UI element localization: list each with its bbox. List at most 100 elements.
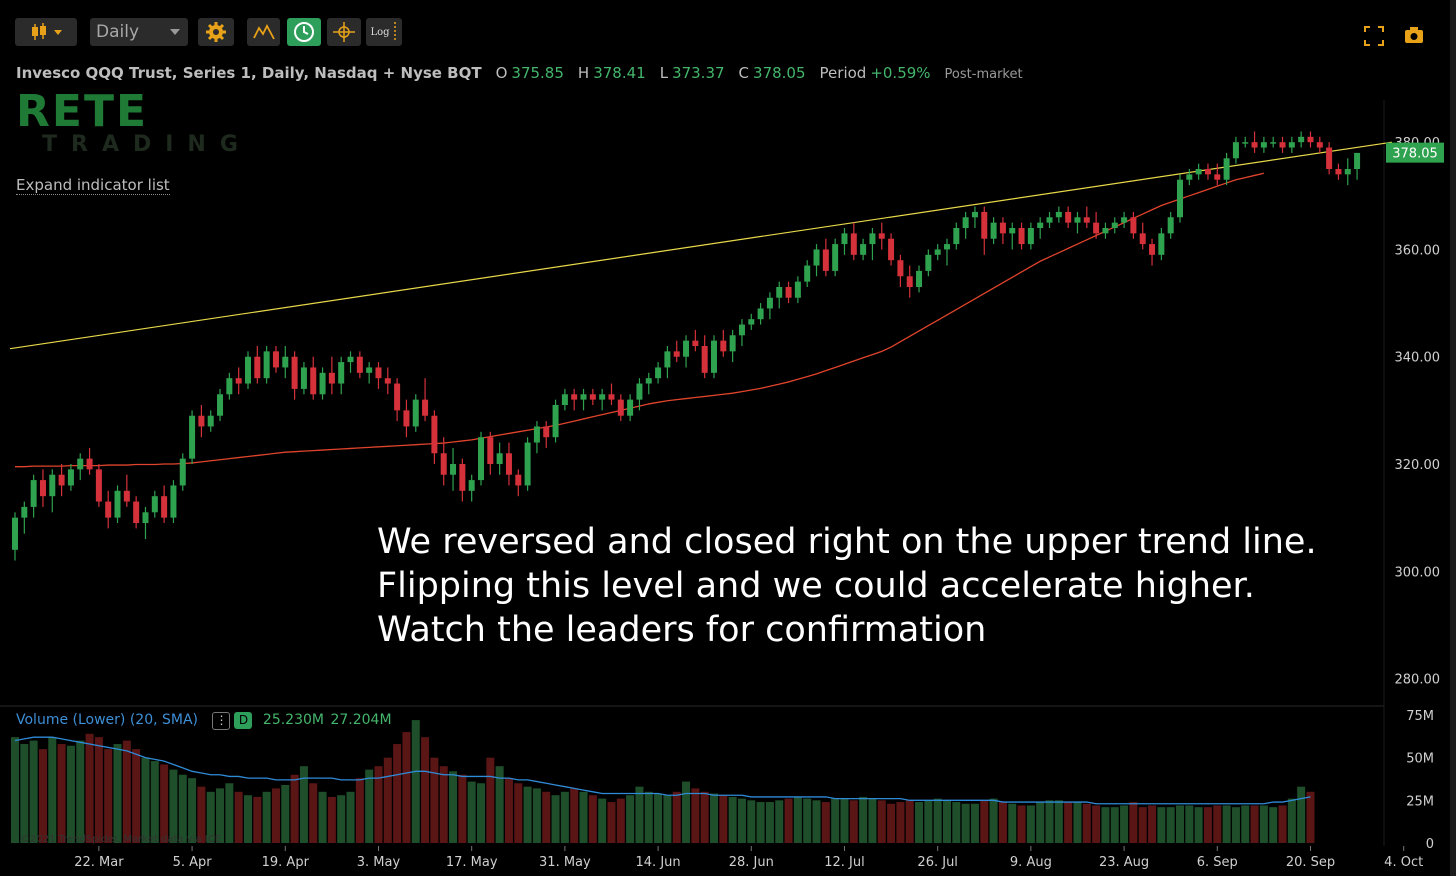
- candle-body: [860, 244, 867, 255]
- candle-body: [459, 464, 466, 491]
- date-tick-label: 9. Aug: [1010, 855, 1052, 870]
- fullscreen-icon[interactable]: [1364, 26, 1384, 46]
- volume-bar: [784, 798, 793, 843]
- volume-bar: [1166, 807, 1175, 843]
- volume-bar: [551, 795, 560, 843]
- volume-bar: [859, 796, 868, 843]
- crosshair-icon: [333, 22, 355, 42]
- volume-bar: [1148, 805, 1157, 843]
- candle-body: [440, 453, 447, 475]
- volume-bar: [598, 798, 607, 843]
- volume-bar: [402, 732, 411, 843]
- candle-body: [403, 410, 410, 427]
- volume-bar: [104, 749, 113, 843]
- candle-body: [338, 362, 345, 384]
- volume-bar: [458, 774, 467, 843]
- volume-bar: [998, 802, 1007, 843]
- gear-icon: [206, 22, 226, 42]
- volume-bar: [430, 757, 439, 843]
- volume-bar: [1203, 807, 1212, 843]
- period-value: +0.59%: [870, 64, 931, 82]
- volume-bar: [579, 791, 588, 843]
- volume-bar: [132, 749, 141, 843]
- indicator-icon: [252, 24, 275, 40]
- candle-body: [291, 356, 298, 389]
- volume-bar: [1045, 800, 1054, 843]
- axes: 380.00360.00340.00320.00300.00280.00378.…: [74, 136, 1444, 870]
- volume-bar: [607, 802, 616, 843]
- log-scale-button[interactable]: Log: [366, 18, 402, 46]
- volume-bar: [915, 802, 924, 843]
- candle-body: [804, 265, 811, 282]
- candle-body: [1074, 217, 1081, 223]
- candle-body: [151, 496, 158, 513]
- indicator-button[interactable]: [247, 18, 280, 46]
- interval-select[interactable]: Daily: [90, 18, 188, 46]
- volume-bar: [421, 737, 430, 843]
- time-button[interactable]: [287, 18, 321, 46]
- low-label: L: [659, 64, 669, 82]
- volume-bar: [831, 798, 840, 843]
- settings-button[interactable]: [198, 18, 234, 46]
- volume-bar: [1250, 805, 1259, 843]
- volume-bar: [495, 766, 504, 843]
- more-menu-icon[interactable]: ⋮: [212, 712, 231, 730]
- candle-body: [422, 399, 429, 416]
- candle-body: [235, 378, 242, 384]
- volume-bar: [38, 749, 47, 843]
- volume-bar: [943, 800, 951, 843]
- candle-body: [711, 340, 717, 373]
- volume-bar: [793, 796, 802, 843]
- volume-bar: [439, 766, 448, 843]
- volume-bar: [1259, 805, 1268, 843]
- candle-body: [673, 351, 680, 357]
- candle-body: [990, 222, 997, 239]
- candle-body: [1018, 228, 1025, 245]
- candle-body: [1223, 158, 1230, 180]
- volume-bar: [477, 783, 485, 843]
- volume-bar: [1222, 805, 1231, 843]
- volume-bar: [160, 764, 169, 843]
- candle-body: [300, 367, 307, 389]
- candle-body: [543, 426, 550, 438]
- toolbar: Daily Log: [0, 16, 1456, 50]
- candle-body: [748, 319, 755, 325]
- volume-bar: [1036, 802, 1045, 843]
- price-tick-label: 280.00: [1395, 673, 1441, 688]
- chart-annotation: We reversed and closed right on the uppe…: [377, 520, 1317, 652]
- volume-bar: [271, 788, 280, 843]
- candle-body: [1009, 228, 1016, 234]
- date-tick-label: 6. Sep: [1197, 855, 1238, 870]
- camera-icon[interactable]: [1404, 26, 1424, 44]
- candle-body: [822, 249, 829, 271]
- candle-body: [934, 249, 941, 255]
- clock-icon: [294, 22, 314, 42]
- volume-bar: [663, 795, 672, 843]
- candle-body: [524, 442, 531, 486]
- volume-bar: [1185, 805, 1194, 843]
- candle-body: [67, 469, 74, 486]
- volume-bar: [868, 798, 877, 843]
- volume-bar: [234, 791, 243, 843]
- candle-body: [841, 233, 848, 245]
- expand-indicator-link[interactable]: Expand indicator list: [16, 176, 170, 195]
- volume-bar: [383, 757, 392, 843]
- volume-bar: [1157, 807, 1166, 843]
- volume-bar: [29, 740, 38, 843]
- last-price-tag: [1386, 142, 1444, 163]
- drawing-button[interactable]: [327, 18, 361, 46]
- candle-body: [347, 356, 354, 363]
- volume-badge[interactable]: D: [234, 712, 253, 729]
- date-tick-label: 20. Sep: [1286, 855, 1335, 870]
- volume-bar: [1287, 798, 1296, 843]
- volume-bar: [225, 783, 234, 843]
- candle-body: [356, 356, 363, 373]
- volume-value-2: 27.204M: [330, 712, 392, 728]
- candle-body: [30, 480, 37, 507]
- chart-type-button[interactable]: [15, 18, 77, 46]
- volume-bar: [253, 796, 262, 843]
- volume-bar: [1129, 802, 1138, 843]
- date-tick-label: 17. May: [446, 855, 498, 870]
- candle-body: [627, 399, 634, 416]
